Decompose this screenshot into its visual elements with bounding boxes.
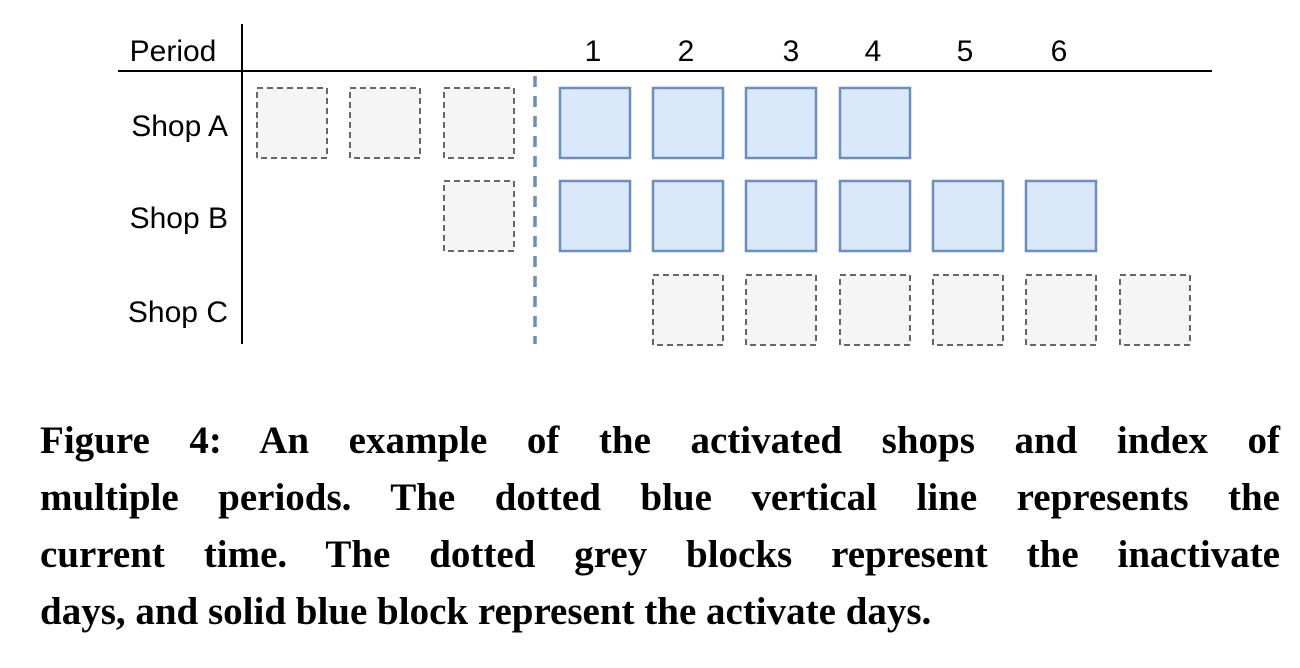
row-label-shop-a: Shop A xyxy=(131,110,228,143)
shop-a-inactive-block-past-1 xyxy=(256,87,328,159)
row-label-shop-c: Shop C xyxy=(128,296,228,329)
shop-b-active-block-2 xyxy=(651,179,725,253)
shop-activation-diagram: Period 1 2 3 4 5 6 Shop A Shop B Shop C xyxy=(118,24,1212,346)
shop-a-active-block-3 xyxy=(744,86,818,160)
period-label-3: 3 xyxy=(783,35,800,68)
shop-a-inactive-block-past-3 xyxy=(443,87,515,159)
shop-b-active-block-1 xyxy=(558,179,632,253)
caption-line-4: days, and solid blue block represent the… xyxy=(40,590,932,633)
period-label-6: 6 xyxy=(1051,35,1068,68)
period-label-2: 2 xyxy=(678,35,695,68)
shop-b-inactive-block-past-1 xyxy=(443,180,515,252)
period-labels: 1 2 3 4 5 6 xyxy=(585,35,1068,68)
period-header-label: Period xyxy=(130,35,217,68)
shop-b-active-block-6 xyxy=(1024,179,1098,253)
shop-c-inactive-block-5 xyxy=(1025,274,1097,346)
shop-c-inactive-block-6 xyxy=(1119,274,1191,346)
row-label-shop-b: Shop B xyxy=(130,202,228,235)
shop-a-active-block-1 xyxy=(558,86,632,160)
period-label-4: 4 xyxy=(865,35,882,68)
shop-a-inactive-block-past-2 xyxy=(349,87,421,159)
shop-c-inactive-block-2 xyxy=(745,274,817,346)
shop-a-active-block-4 xyxy=(838,86,912,160)
caption-line-3: current time. The dotted grey blocks rep… xyxy=(40,533,1280,576)
shop-b-active-block-3 xyxy=(744,179,818,253)
shop-b-active-block-5 xyxy=(931,179,1005,253)
figure-caption: Figure 4: An example of the activated sh… xyxy=(40,412,1280,640)
caption-line-2: multiple periods. The dotted blue vertic… xyxy=(40,476,1280,519)
shop-b-active-block-4 xyxy=(838,179,912,253)
shop-c-inactive-block-3 xyxy=(839,274,911,346)
period-label-5: 5 xyxy=(957,35,974,68)
shop-c-inactive-block-4 xyxy=(932,274,1004,346)
period-label-1: 1 xyxy=(585,35,602,68)
caption-line-1: Figure 4: An example of the activated sh… xyxy=(40,419,1280,462)
period-blocks xyxy=(256,86,1191,346)
shop-c-inactive-block-1 xyxy=(652,274,724,346)
shop-a-active-block-2 xyxy=(651,86,725,160)
